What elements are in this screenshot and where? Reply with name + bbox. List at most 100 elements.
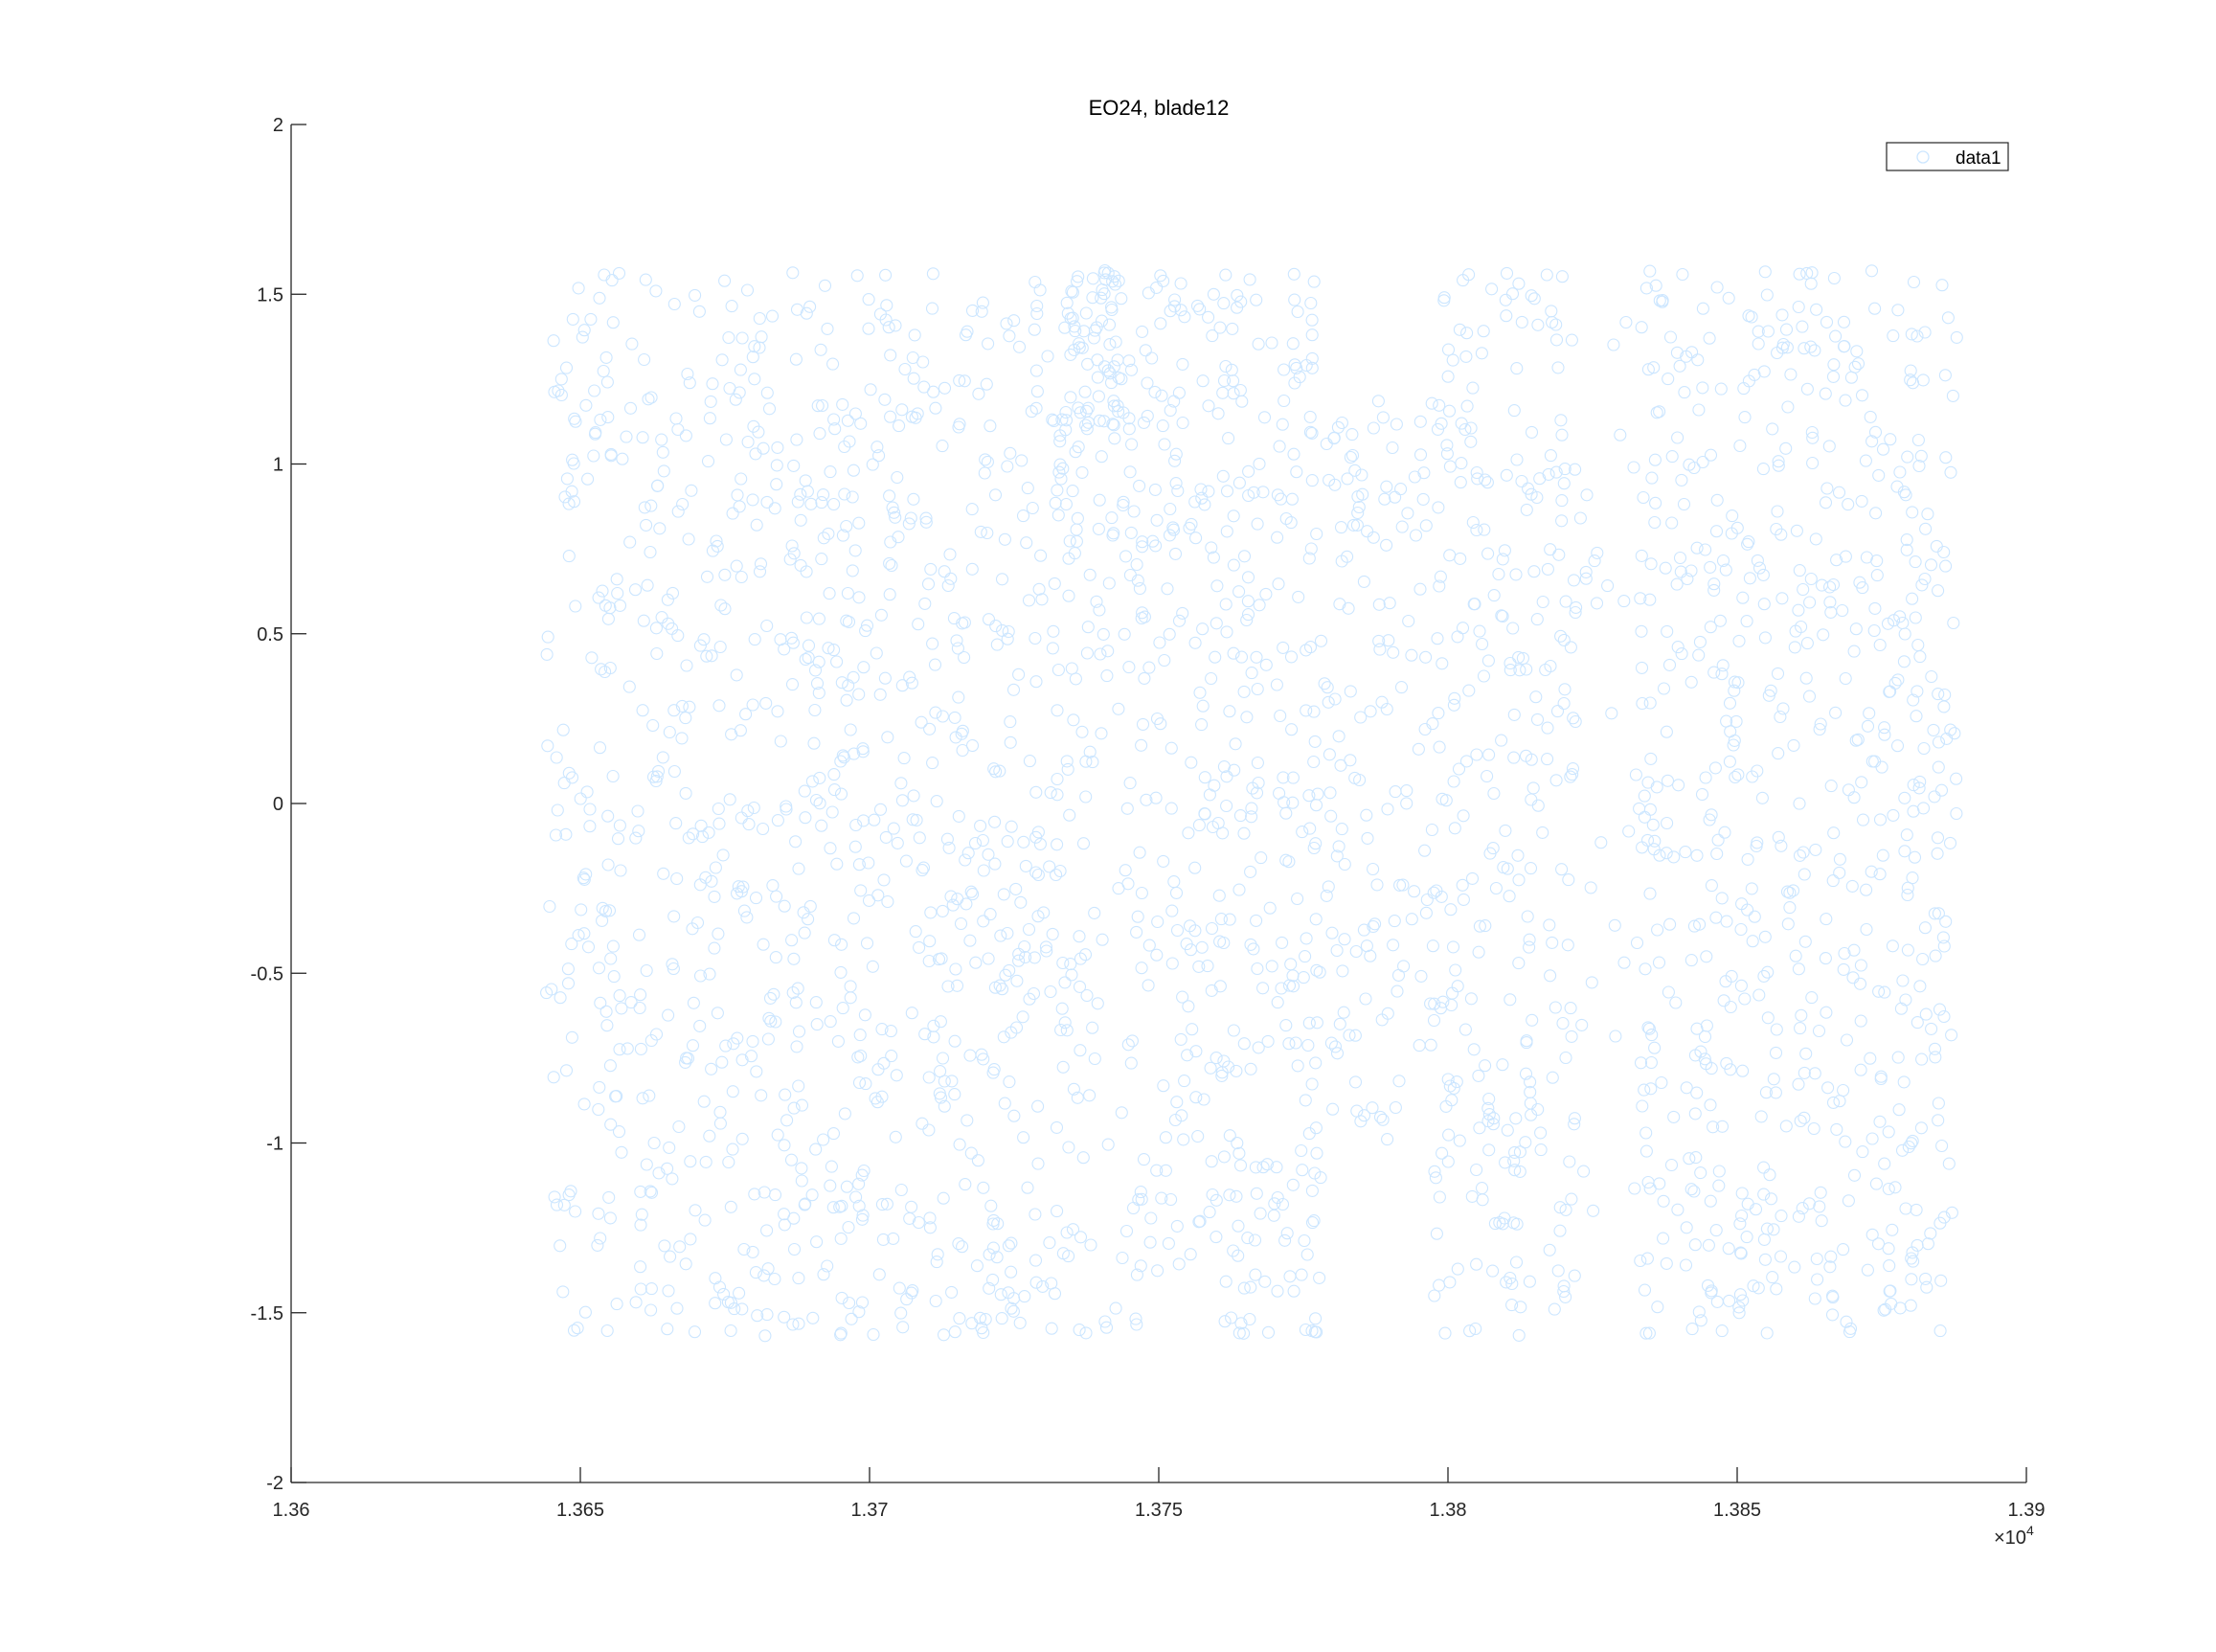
data-point: [1324, 1036, 1338, 1050]
data-point: [1675, 647, 1688, 661]
data-point: [1549, 318, 1563, 331]
data-point: [1587, 1204, 1600, 1217]
data-point: [800, 565, 813, 578]
data-point: [1715, 668, 1729, 681]
data-point: [1696, 381, 1709, 395]
data-point: [1710, 281, 1724, 294]
data-point: [1489, 881, 1503, 895]
x-tick-label: 1.375: [1135, 1500, 1183, 1521]
data-point: [1148, 385, 1162, 398]
data-point: [1523, 940, 1536, 954]
data-point: [1558, 463, 1572, 476]
data-point: [1594, 836, 1608, 849]
data-point: [1897, 1075, 1911, 1089]
data-point: [1563, 1155, 1576, 1168]
data-point: [1759, 1086, 1773, 1099]
data-point: [846, 564, 859, 577]
data-point: [810, 1018, 824, 1031]
data-point: [1906, 506, 1919, 519]
data-point: [1722, 291, 1735, 305]
data-point: [1211, 407, 1225, 420]
data-point: [579, 868, 593, 881]
data-point: [1060, 1226, 1074, 1239]
data-point: [1003, 963, 1016, 977]
data-point: [1466, 515, 1480, 530]
data-point: [1171, 484, 1185, 498]
data-point: [975, 305, 988, 318]
data-point: [1142, 979, 1155, 992]
data-point: [1383, 597, 1396, 610]
data-point: [1849, 622, 1863, 636]
data-point: [1258, 1275, 1272, 1288]
data-point: [873, 688, 887, 701]
data-point: [1446, 353, 1459, 367]
data-point: [1837, 1083, 1850, 1098]
data-point: [741, 804, 755, 818]
data-point: [834, 965, 848, 979]
data-point: [1553, 1224, 1567, 1237]
data-point: [1196, 622, 1210, 636]
data-point: [1891, 673, 1905, 687]
data-point: [1122, 422, 1136, 436]
data-point: [916, 864, 929, 877]
x-exponent-power: 4: [2026, 1523, 2034, 1538]
data-point: [1716, 659, 1730, 672]
data-point: [670, 1301, 684, 1315]
data-point: [1911, 433, 1925, 447]
data-point: [740, 911, 754, 924]
data-point: [1348, 1075, 1363, 1089]
data-point: [656, 751, 669, 764]
data-point: [1165, 741, 1178, 755]
data-point: [1176, 606, 1189, 620]
data-point: [740, 283, 755, 297]
data-point: [971, 1154, 984, 1167]
data-point: [923, 935, 937, 948]
data-point: [1162, 1236, 1175, 1250]
data-point: [1906, 592, 1919, 605]
data-point: [1887, 808, 1900, 822]
data-point: [603, 1211, 617, 1225]
data-point: [1058, 976, 1072, 989]
data-point: [1644, 1082, 1658, 1096]
data-point: [1906, 1134, 1919, 1147]
data-point: [1412, 742, 1425, 756]
data-point: [1550, 705, 1565, 718]
data-point: [1271, 996, 1284, 1009]
data-point: [755, 330, 768, 344]
data-point: [1172, 614, 1187, 627]
data-point: [1699, 771, 1712, 784]
data-point: [1803, 596, 1817, 609]
data-point: [1524, 1075, 1537, 1089]
data-point: [852, 1305, 866, 1319]
data-point: [787, 1101, 801, 1115]
data-point: [695, 830, 710, 844]
data-point: [1141, 409, 1154, 422]
data-point: [1931, 831, 1945, 845]
data-point: [1692, 648, 1706, 662]
data-point: [1559, 595, 1572, 608]
data-point: [606, 316, 620, 329]
data-point: [1564, 770, 1577, 783]
data-point: [1237, 1281, 1251, 1295]
data-point: [1216, 469, 1230, 483]
data-point: [1669, 996, 1683, 1009]
data-point: [1507, 1154, 1521, 1167]
data-point: [1433, 398, 1446, 412]
data-point: [1300, 358, 1313, 373]
data-point: [1622, 825, 1636, 838]
data-point: [879, 313, 893, 327]
y-tick-label: -0.5: [251, 963, 283, 984]
data-point: [640, 1158, 653, 1171]
data-point: [1444, 903, 1458, 917]
data-point: [1853, 576, 1866, 589]
data-point: [785, 678, 800, 691]
data-point: [601, 809, 615, 823]
data-point: [848, 840, 862, 853]
data-point: [1639, 962, 1652, 976]
data-point: [1635, 549, 1648, 562]
data-point: [1165, 957, 1179, 970]
data-point: [881, 894, 894, 909]
data-point: [1121, 877, 1135, 891]
data-point: [1556, 1016, 1570, 1030]
data-point: [1755, 791, 1769, 804]
